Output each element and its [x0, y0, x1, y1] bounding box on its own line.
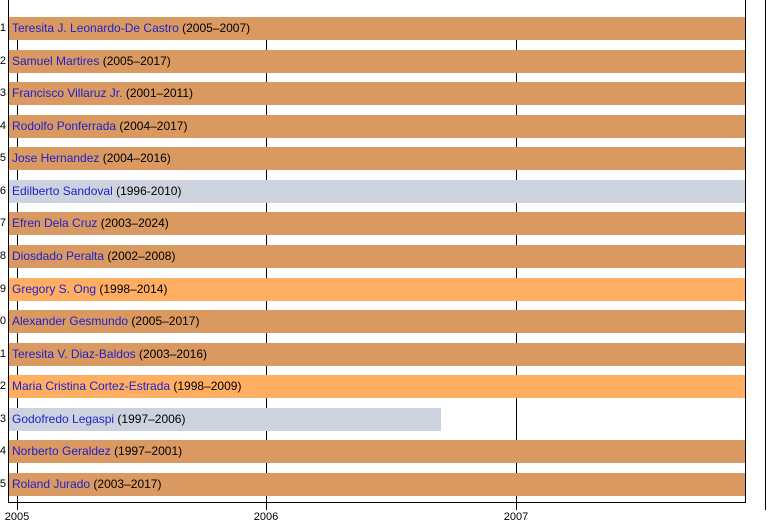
justice-name-link[interactable]: Godofredo Legaspi — [12, 412, 115, 426]
justice-term-years: (1997–2001) — [114, 444, 183, 458]
timeline-bar: Teresita J. Leonardo-De Castro (2005–200… — [9, 17, 745, 40]
row-number: 6 — [0, 185, 6, 197]
justice-name-link[interactable]: Maria Cristina Cortez-Estrada — [12, 379, 171, 393]
justice-name-link[interactable]: Roland Jurado — [12, 477, 91, 491]
justice-name-link[interactable]: Teresita V. Diaz-Baldos — [12, 347, 136, 361]
justice-name-link[interactable]: Alexander Gesmundo — [12, 314, 129, 328]
x-axis-line — [8, 502, 746, 503]
row-number: 15 — [0, 478, 6, 490]
justice-name-link[interactable]: Norberto Geraldez — [12, 444, 111, 458]
timeline-bar: Diosdado Peralta (2002–2008) — [9, 245, 745, 268]
row-number: 5 — [0, 152, 6, 164]
timeline-bar: Efren Dela Cruz (2003–2024) — [9, 212, 745, 235]
justice-term-years: (2005–2007) — [182, 21, 251, 35]
timeline-bar: Alexander Gesmundo (2005–2017) — [9, 310, 745, 333]
timeline-bar: Samuel Martires (2005–2017) — [9, 50, 745, 73]
timeline-bar: Rodolfo Ponferrada (2004–2017) — [9, 115, 745, 138]
x-tick-label-2005: 2005 — [4, 511, 30, 523]
gridline-2008 — [765, 0, 766, 510]
justice-term-years: (1997–2006) — [117, 412, 186, 426]
justice-term-years: (2003–2016) — [138, 347, 208, 361]
justice-term-years: (2002–2008) — [107, 249, 176, 263]
row-number: 13 — [0, 413, 6, 425]
justice-term-years: (2003–2017) — [93, 477, 162, 491]
x-tick-label-2006: 2006 — [253, 511, 279, 523]
timeline-bar: Godofredo Legaspi (1997–2006) — [9, 408, 441, 431]
row-number: 1 — [0, 22, 6, 34]
justice-name-link[interactable]: Gregory S. Ong — [12, 282, 97, 296]
timeline-bar: Gregory S. Ong (1998–2014) — [9, 278, 745, 301]
row-number: 10 — [0, 315, 6, 327]
justice-name-link[interactable]: Samuel Martires — [12, 54, 100, 68]
justice-term-years: (2005–2017) — [131, 314, 200, 328]
timeline-bar: Norberto Geraldez (1997–2001) — [9, 440, 745, 463]
plot-right-border — [745, 0, 746, 503]
justice-name-link[interactable]: Jose Hernandez — [12, 151, 100, 165]
x-tick-label-2007: 2007 — [503, 511, 529, 523]
justice-name-link[interactable]: Diosdado Peralta — [12, 249, 105, 263]
justice-name-link[interactable]: Edilberto Sandoval — [12, 184, 113, 198]
timeline-bar: Jose Hernandez (2004–2016) — [9, 147, 745, 170]
row-number: 2 — [0, 55, 6, 67]
timeline-bar: Maria Cristina Cortez-Estrada (1998–2009… — [9, 375, 745, 398]
timeline-bar: Teresita V. Diaz-Baldos (2003–2016) — [9, 343, 745, 366]
justice-name-link[interactable]: Efren Dela Cruz — [12, 216, 98, 230]
plot-left-border — [8, 0, 9, 503]
row-number: 12 — [0, 380, 6, 392]
timeline-bar: Roland Jurado (2003–2017) — [9, 473, 745, 496]
justice-name-link[interactable]: Teresita J. Leonardo-De Castro — [12, 21, 179, 35]
justice-term-years: (2001–2011) — [125, 86, 193, 100]
row-number: 4 — [0, 120, 6, 132]
justice-term-years: (1998–2014) — [99, 282, 168, 296]
row-number: 11 — [0, 348, 6, 360]
justice-term-years: (2003–2024) — [100, 216, 169, 230]
row-number: 7 — [0, 217, 6, 229]
justice-term-years: (2005–2017) — [102, 54, 171, 68]
justice-name-link[interactable]: Rodolfo Ponferrada — [12, 119, 117, 133]
justice-term-years: (1998–2009) — [173, 379, 242, 393]
justice-term-years: (2004–2016) — [102, 151, 171, 165]
timeline-bar: Francisco Villaruz Jr. (2001–2011) — [9, 82, 745, 105]
timeline-bar: Edilberto Sandoval (1996-2010) — [9, 180, 745, 203]
justice-term-years: (1996-2010) — [116, 184, 182, 198]
row-number: 3 — [0, 87, 6, 99]
row-number: 9 — [0, 283, 6, 295]
justice-name-link[interactable]: Francisco Villaruz Jr. — [12, 86, 123, 100]
row-number: 14 — [0, 445, 6, 457]
row-number: 8 — [0, 250, 6, 262]
justice-term-years: (2004–2017) — [119, 119, 188, 133]
